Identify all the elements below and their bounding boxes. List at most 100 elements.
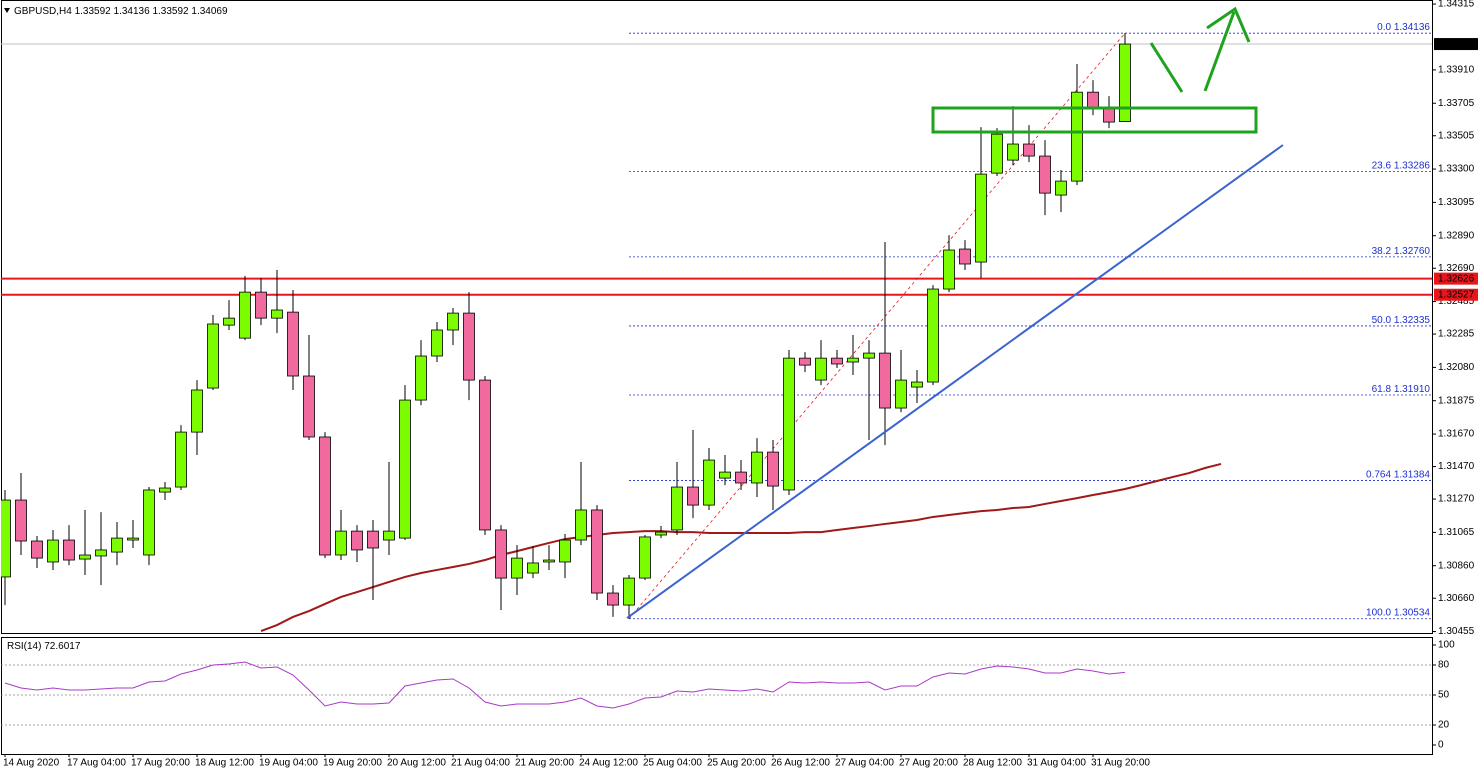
candle-body-down	[735, 471, 747, 484]
candle-body-up	[239, 291, 251, 339]
fib-price-label: 1.32335	[1394, 315, 1431, 326]
fib-level-label: 38.2	[1372, 245, 1392, 256]
candle-body-up	[111, 537, 123, 553]
x-tick-label: 18 Aug 12:00	[195, 758, 254, 769]
candle-body-up	[223, 317, 235, 326]
candle-body-down	[287, 311, 299, 377]
candle-body-up	[271, 309, 283, 319]
candle-body-up	[543, 559, 555, 563]
fib-level-label: 50.0	[1372, 315, 1392, 326]
y-tick-label: 1.34315	[1438, 0, 1475, 10]
resistance-price-label: 1.32626	[1438, 273, 1475, 284]
x-tick-label: 21 Aug 04:00	[451, 758, 510, 769]
y-tick-label: 1.31270	[1438, 494, 1475, 505]
candle-body-up	[431, 329, 443, 357]
candle-body-down	[607, 592, 619, 606]
candle-body-up	[447, 312, 459, 331]
y-tick-label: 1.33910	[1438, 65, 1475, 76]
candle-body-up	[991, 133, 1003, 174]
candle-body-up	[783, 357, 795, 491]
x-tick-label: 17 Aug 20:00	[131, 758, 190, 769]
candle-body-up	[623, 577, 635, 606]
y-tick-label: 1.32485	[1438, 296, 1475, 307]
fib-price-label: 1.30534	[1394, 607, 1431, 618]
candle-body-down	[255, 291, 267, 319]
fib-label: 100.0 1.30534	[1366, 607, 1430, 618]
fib-level-label: 0.764	[1366, 469, 1391, 480]
x-tick-label: 25 Aug 20:00	[707, 758, 766, 769]
breakout-box	[931, 106, 1258, 134]
y-tick-label: 1.33300	[1438, 164, 1475, 175]
candle-body-up	[655, 531, 667, 536]
fib-anchor-line	[628, 32, 1126, 619]
fib-label: 38.2 1.32760	[1372, 245, 1431, 256]
x-tick-label: 17 Aug 04:00	[67, 758, 126, 769]
y-tick-label: 1.32690	[1438, 263, 1475, 274]
x-tick-label: 31 Aug 04:00	[1027, 758, 1086, 769]
candle-body-down	[1103, 108, 1115, 123]
candle-body-down	[15, 499, 27, 542]
y-tick-label: 1.31875	[1438, 395, 1475, 406]
y-tick-label: 1.30860	[1438, 560, 1475, 571]
x-tick-label: 21 Aug 20:00	[515, 758, 574, 769]
candle-body-up	[1119, 43, 1131, 122]
x-tick-label: 19 Aug 20:00	[323, 758, 382, 769]
header-open: 1.33592	[75, 6, 112, 17]
x-tick-label: 25 Aug 04:00	[643, 758, 702, 769]
candle-body-up	[815, 357, 827, 381]
candle-body-down	[495, 529, 507, 579]
candle-body-down	[1087, 91, 1099, 108]
rsi-panel	[1, 661, 1432, 726]
x-tick-label: 24 Aug 12:00	[579, 758, 638, 769]
header-high: 1.34136	[114, 6, 151, 17]
x-tick-label: 14 Aug 2020	[3, 758, 60, 769]
drawings	[626, 6, 1284, 619]
candle-body-up	[527, 562, 539, 574]
candle-body-down	[1039, 155, 1051, 194]
x-tick-label: 31 Aug 20:00	[1091, 758, 1150, 769]
candle-body-up	[639, 536, 651, 579]
y-tick-label: 1.30660	[1438, 593, 1475, 604]
arrow-head	[1206, 6, 1251, 43]
header-low: 1.33592	[152, 6, 189, 17]
main-frame	[1, 0, 1433, 634]
resistance-price-box	[1434, 288, 1478, 301]
candle-body-down	[767, 451, 779, 487]
fib-price-label: 1.34136	[1394, 22, 1431, 33]
candle-body-up	[127, 537, 139, 541]
candle-body-up	[719, 471, 731, 479]
candle-body-down	[303, 375, 315, 438]
x-tick-label: 27 Aug 20:00	[899, 758, 958, 769]
candle-body-up	[143, 489, 155, 556]
candle-body-up	[415, 355, 427, 401]
candle-body-up	[703, 459, 715, 506]
x-tick-label: 19 Aug 04:00	[259, 758, 318, 769]
candle-body-up	[975, 173, 987, 263]
fib-level-label: 23.6	[1372, 160, 1392, 171]
candle-body-down	[479, 379, 491, 531]
candle-body-down	[687, 486, 699, 506]
current-price-label: 1.34069	[1438, 39, 1475, 50]
fib-label: 61.8 1.31910	[1372, 384, 1431, 395]
axes: 1.34315 1.33910 1.33705 1.33505 1.33300 1.330…	[3, 0, 1478, 769]
candle-body-up	[47, 539, 59, 563]
candle-body-up	[95, 549, 107, 557]
candle-body-down	[591, 509, 603, 594]
candle-body-up	[1, 499, 11, 578]
candle-body-down	[959, 248, 971, 265]
y-tick-label: 1.30455	[1438, 626, 1475, 637]
fib-price-label: 1.33286	[1394, 160, 1431, 171]
rsi-frame	[1, 637, 1433, 755]
moving-average	[260, 462, 1222, 633]
candle-body-up	[175, 431, 187, 488]
candle-body-up	[1007, 143, 1019, 161]
candle-body-up	[863, 352, 875, 359]
candle-body-down	[799, 357, 811, 366]
candle-body-up	[847, 357, 859, 363]
y-tick-label: 1.33505	[1438, 130, 1475, 141]
resistance-price-box	[1434, 272, 1478, 285]
candle-body-up	[511, 557, 523, 579]
fib-price-label: 1.32760	[1394, 245, 1431, 256]
